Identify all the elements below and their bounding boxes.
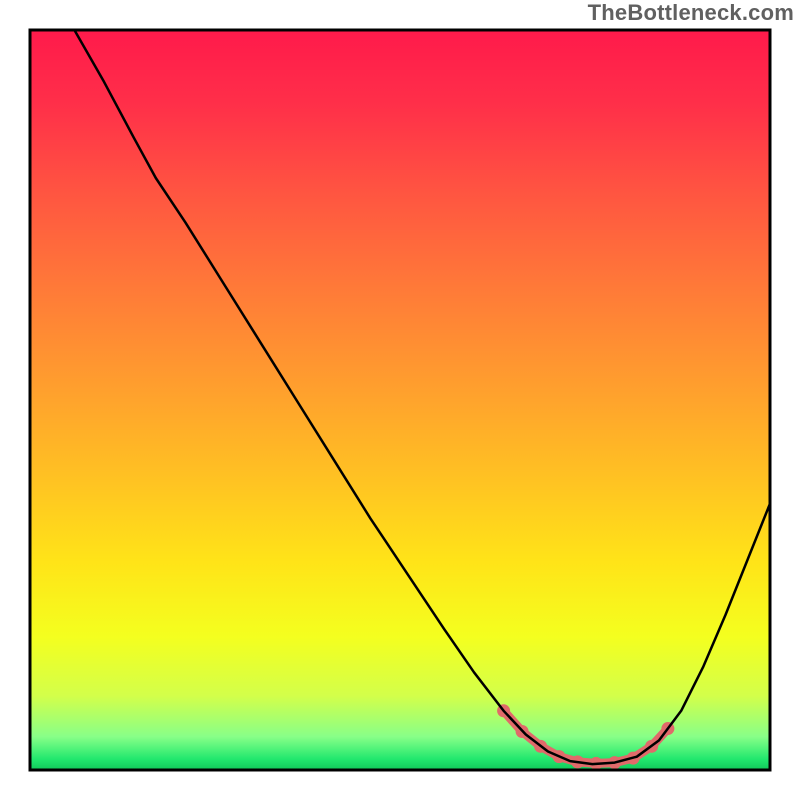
watermark-text: TheBottleneck.com (588, 0, 794, 26)
bottleneck-chart (0, 0, 800, 800)
chart-frame: TheBottleneck.com (0, 0, 800, 800)
gradient-background (30, 30, 770, 770)
